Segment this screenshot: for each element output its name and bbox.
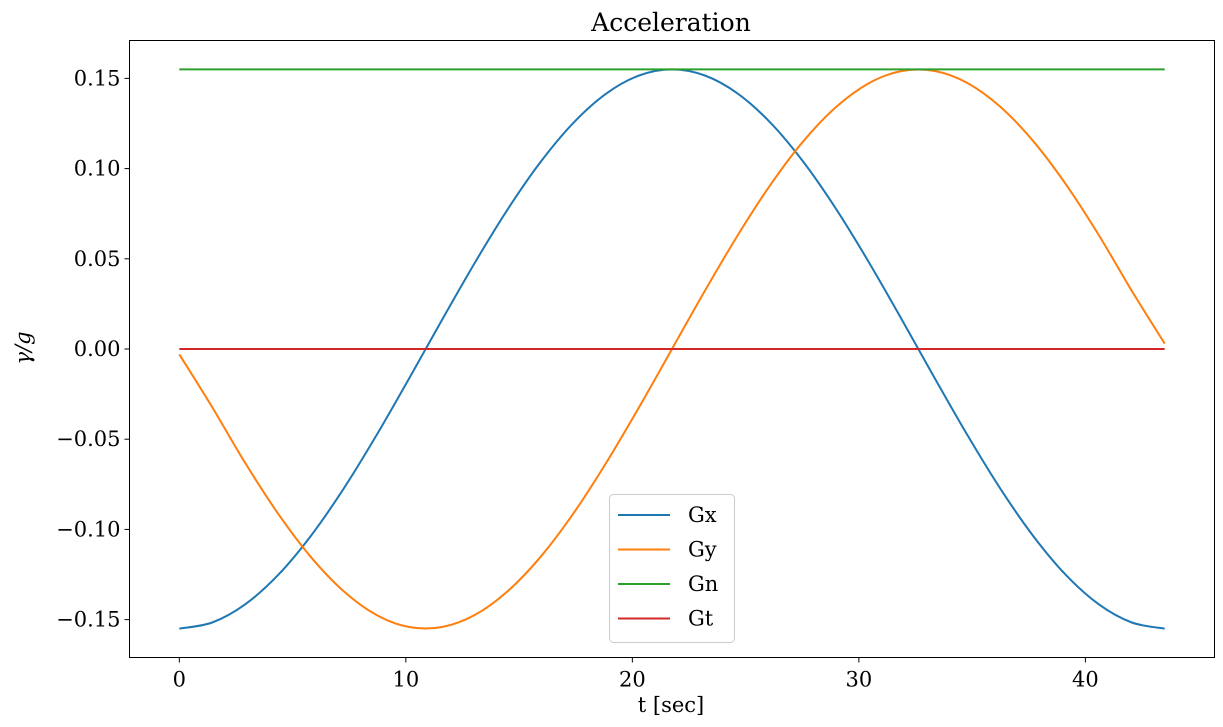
x-tick-label: 20 <box>619 668 646 692</box>
y-tick-label: −0.15 <box>56 608 120 632</box>
legend-label-gt: Gt <box>688 607 714 631</box>
plot-area <box>178 68 1166 630</box>
y-axis-label: γ/g <box>11 331 35 364</box>
y-tick-label: −0.10 <box>56 517 120 541</box>
x-axis: 0 10 20 30 40 <box>173 657 1099 692</box>
legend-label-gn: Gn <box>688 572 718 596</box>
y-axis: −0.15 −0.10 −0.05 0.00 0.05 0.10 0.15 <box>56 66 130 632</box>
y-tick-label: −0.05 <box>56 427 120 451</box>
x-axis-label: t [sec] <box>638 693 704 717</box>
y-tick-label: 0.15 <box>74 66 121 90</box>
chart-title: Acceleration <box>590 8 751 37</box>
x-tick-label: 0 <box>173 668 186 692</box>
x-tick-label: 40 <box>1072 668 1099 692</box>
legend-box <box>609 494 735 643</box>
y-tick-label: 0.05 <box>74 247 121 271</box>
legend-label-gx: Gx <box>688 503 717 527</box>
y-tick-label: 0.10 <box>74 157 121 181</box>
legend-label-gy: Gy <box>688 538 717 562</box>
x-tick-label: 30 <box>846 668 873 692</box>
y-tick-label: 0.00 <box>74 337 121 361</box>
x-tick-label: 10 <box>392 668 419 692</box>
legend: Gx Gy Gn Gt <box>609 494 735 643</box>
